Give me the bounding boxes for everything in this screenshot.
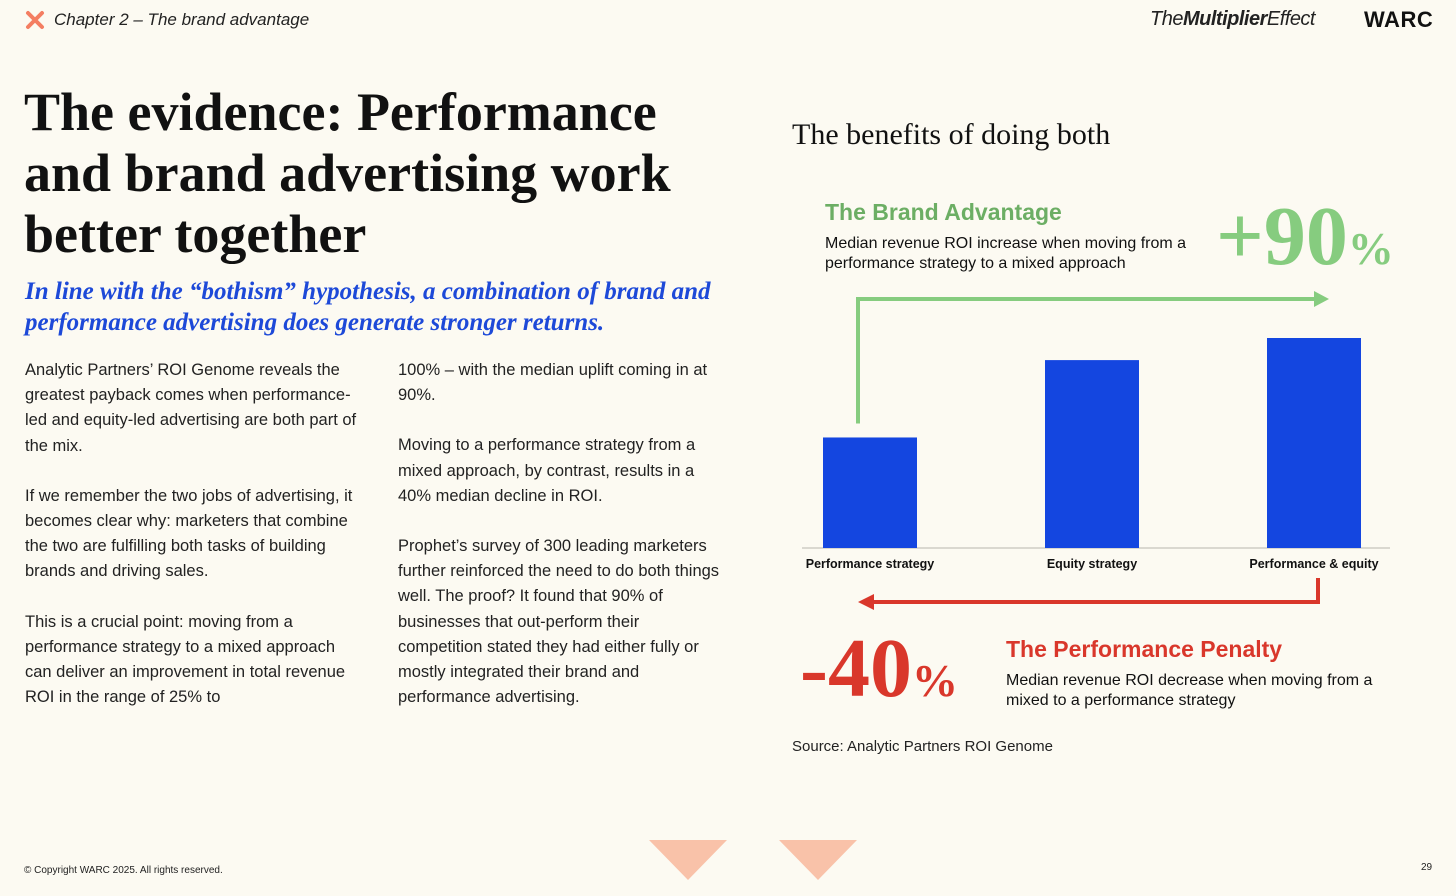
bar xyxy=(823,437,917,548)
performance-penalty-title: The Performance Penalty xyxy=(1006,636,1283,662)
performance-penalty-arrow xyxy=(870,578,1320,604)
x-mark-icon xyxy=(26,11,44,29)
chart-title: The benefits of doing both xyxy=(792,118,1111,151)
arrow-head-icon xyxy=(1314,291,1329,307)
category-label: Performance & equity xyxy=(1249,557,1378,571)
series-logo-prefix: The xyxy=(1150,8,1183,30)
page-subhead: In line with the “bothism” hypothesis, a… xyxy=(25,278,711,336)
chart-source: Source: Analytic Partners ROI Genome xyxy=(792,738,1053,755)
performance-penalty-description: Median revenue ROI decrease when moving … xyxy=(1006,672,1373,709)
nav-down-arrow-icon[interactable] xyxy=(779,840,857,880)
body-paragraph: Prophet’s survey of 300 leading marketer… xyxy=(398,537,720,707)
body-paragraph: This is a crucial point: moving from a p… xyxy=(25,612,346,707)
brand-advantage-description: Median revenue ROI increase when moving … xyxy=(825,235,1187,272)
body-paragraph: Analytic Partners’ ROI Genome reveals th… xyxy=(25,361,357,455)
copyright-notice: © Copyright WARC 2025. All rights reserv… xyxy=(24,865,223,876)
body-column-left: Analytic Partners’ ROI Genome reveals th… xyxy=(25,358,365,735)
body-paragraph: 100% – with the median uplift coming in … xyxy=(398,361,708,405)
publisher-logo: WARC xyxy=(1364,7,1434,32)
body-column-right: 100% – with the median uplift coming in … xyxy=(398,358,728,735)
nav-down-arrow-icon[interactable] xyxy=(649,840,727,880)
body-paragraph: Moving to a performance strategy from a … xyxy=(398,436,696,505)
performance-penalty-number: -40 xyxy=(800,622,912,715)
brand-advantage-number: +90 xyxy=(1216,190,1348,283)
bar-chart: Performance strategy Equity strategy Perfo… xyxy=(802,291,1390,610)
performance-penalty-unit: % xyxy=(911,655,958,706)
page-headline: The evidence: Performance and brand adve… xyxy=(24,82,671,264)
category-label: Performance strategy xyxy=(806,557,935,571)
performance-penalty-value: -40% xyxy=(800,624,958,726)
page-number: 29 xyxy=(1421,862,1433,873)
brand-advantage-value: +90% xyxy=(1216,192,1394,294)
chapter-title: Chapter 2 – The brand advantage xyxy=(54,10,310,29)
bar xyxy=(1045,360,1139,548)
category-label: Equity strategy xyxy=(1047,557,1137,571)
series-logo-suffix: Effect xyxy=(1266,8,1316,30)
body-paragraph: If we remember the two jobs of advertisi… xyxy=(25,486,353,581)
brand-advantage-title: The Brand Advantage xyxy=(825,199,1062,225)
series-logo: TheMultiplierEffect xyxy=(1150,8,1316,31)
arrow-head-icon xyxy=(858,594,874,610)
series-logo-bold: Multiplier xyxy=(1182,8,1267,30)
brand-advantage-unit: % xyxy=(1347,223,1394,274)
brand-advantage-arrow xyxy=(856,297,1318,424)
bar xyxy=(1267,338,1361,548)
